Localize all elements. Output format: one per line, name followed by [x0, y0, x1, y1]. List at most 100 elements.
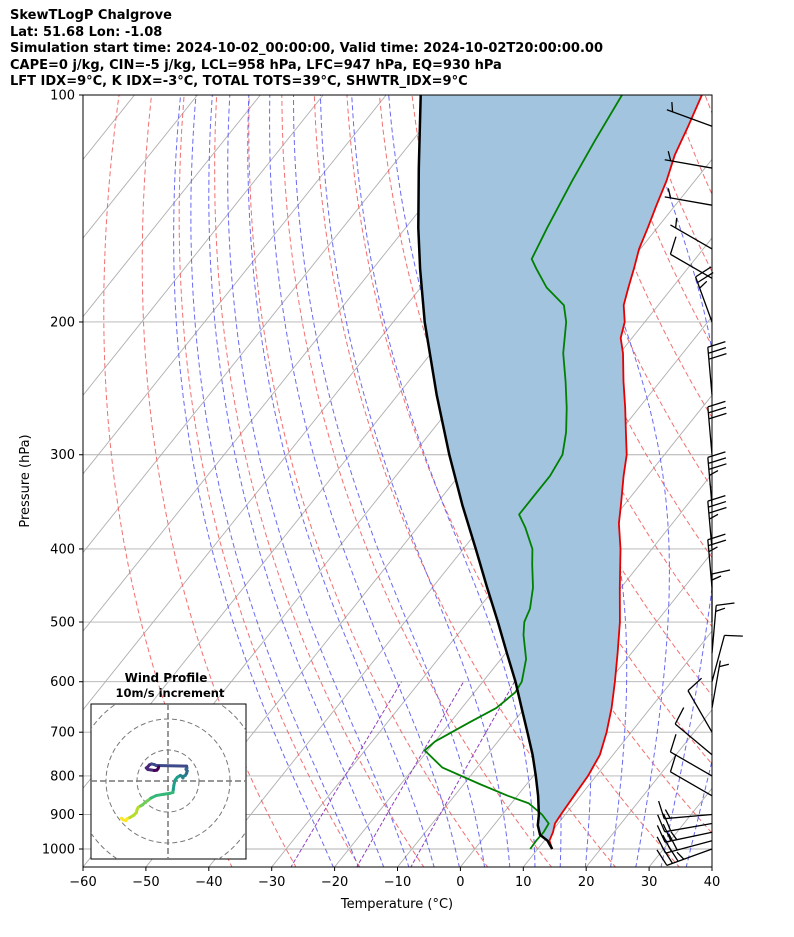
barb-feather: [707, 400, 726, 408]
dry-adiabat: [787, 61, 794, 869]
barb-feather: [708, 347, 727, 354]
moist-adiabat: [269, 95, 460, 867]
barb-feather: [670, 831, 678, 841]
mixing-ratio-line: [410, 681, 515, 867]
indices-line: LFT IDX=9°C, K IDX=-3°C, TOTAL TOTS=39°C…: [10, 74, 468, 89]
barb-feather: [707, 494, 726, 502]
barb-feather: [709, 513, 719, 520]
y-tick-label: 900: [50, 808, 75, 823]
x-tick-label: 0: [456, 875, 464, 890]
barb-staff: [670, 224, 713, 250]
moist-adiabat: [319, 95, 511, 867]
barb-feather: [657, 814, 666, 833]
isotherm: [0, 60, 99, 868]
isotherm: [648, 787, 712, 867]
barb-staff: [711, 605, 717, 654]
barb-staff: [707, 501, 713, 550]
dry-adiabat: [756, 61, 794, 869]
y-tick-label: 200: [50, 315, 75, 330]
barb-staff: [711, 660, 721, 709]
moist-adiabat: [553, 95, 670, 867]
x-tick-label: −20: [321, 875, 348, 890]
barb-staff: [664, 831, 713, 843]
wind-barb: [670, 218, 713, 250]
dry-adiabat: [724, 61, 794, 869]
wind-barb: [711, 660, 730, 709]
barb-feather: [662, 823, 672, 842]
barb-feather: [709, 470, 719, 476]
x-tick-label: −30: [258, 875, 285, 890]
axes: −60 −50 −40 −30 −20 −10 0 10 20 30 40 100 200 300 400 5…: [42, 89, 720, 891]
temperature-profile: [548, 95, 703, 850]
wind-barb: [707, 451, 727, 506]
barb-feather: [668, 833, 678, 851]
barb-feather: [707, 341, 726, 348]
dry-adiabat: [671, 95, 712, 196]
barb-staff: [711, 635, 726, 682]
barb-feather: [658, 800, 665, 819]
barb-feather: [697, 272, 714, 284]
hodograph-plot: [91, 704, 246, 859]
barb-staff: [664, 159, 713, 169]
wind-barb: [664, 151, 713, 169]
barb-staff: [707, 457, 713, 506]
wind-barbs: [656, 101, 743, 867]
wind-barb: [694, 266, 714, 323]
isotherm: [774, 60, 794, 868]
moist-adiabat: [685, 758, 712, 867]
moist-adiabat: [208, 95, 385, 867]
dry-adiabat: [141, 95, 297, 867]
x-axis-label: Temperature (°C): [340, 897, 453, 912]
dewpoint-profile: [423, 95, 623, 850]
barb-feather: [711, 569, 731, 575]
hodograph-segment: [156, 765, 161, 771]
barb-feather: [664, 809, 671, 819]
barb-feather: [708, 353, 727, 360]
barb-feather: [708, 500, 727, 508]
x-tick-label: 40: [704, 875, 721, 890]
barb-staff: [707, 406, 713, 455]
x-tick-label: 10: [515, 875, 532, 890]
moist-adiabat: [173, 95, 334, 867]
wind-barb: [707, 494, 727, 550]
cin-shading: [418, 95, 702, 849]
isotherm: [83, 95, 198, 239]
x-tick-label: −10: [384, 875, 411, 890]
station-title: SkewTLogP Chalgrove: [10, 8, 172, 23]
y-tick-label: 300: [50, 448, 75, 463]
isotherm: [334, 394, 712, 867]
y-tick-label: 600: [50, 675, 75, 690]
chart-header: SkewTLogP Chalgrove Lat: 51.68 Lon: -1.0…: [10, 8, 603, 91]
barb-staff: [664, 196, 713, 206]
hodograph: Wind Profile 10m/s increment: [90, 671, 247, 860]
wind-barb: [669, 753, 713, 797]
barb-feather: [674, 707, 685, 725]
wind-barb: [666, 101, 713, 127]
wind-barb: [674, 707, 713, 756]
dry-adiabat: [313, 95, 617, 867]
moist-adiabat: [637, 95, 712, 867]
wind-barb: [669, 734, 713, 777]
parcel-profile: [417, 95, 554, 850]
x-tick-label: −40: [195, 875, 222, 890]
barb-feather: [724, 634, 743, 637]
wind-barb: [658, 800, 713, 820]
wind-barb: [707, 341, 727, 396]
barb-staff: [665, 840, 713, 854]
barb-feather: [708, 546, 718, 553]
barb-feather: [656, 836, 667, 854]
moist-adiabat: [227, 95, 410, 867]
barb-staff: [687, 690, 713, 733]
y-tick-label: 800: [50, 769, 75, 784]
wind-barb: [687, 677, 713, 733]
wind-barb: [664, 188, 713, 206]
barb-feather: [719, 663, 730, 668]
time-line: Simulation start time: 2024-10-02_00:00:…: [10, 41, 603, 56]
y-tick-label: 100: [50, 89, 75, 104]
x-tick-label: 20: [578, 875, 595, 890]
params-line: CAPE=0 j/kg, CIN=-5 j/kg, LCL=958 hPa, L…: [10, 57, 502, 73]
isotherm: [585, 709, 712, 867]
barb-staff: [664, 813, 713, 820]
hodograph-title: Wind Profile: [125, 671, 208, 685]
